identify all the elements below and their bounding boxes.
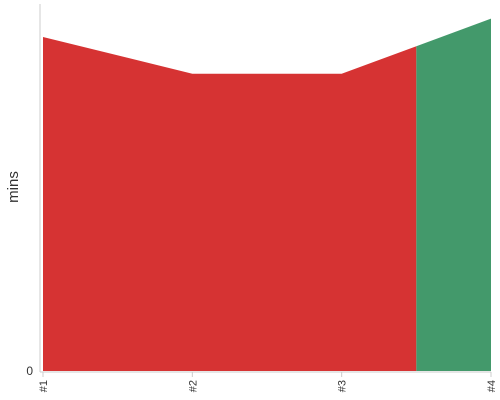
x-tick-label: #4 [486, 380, 498, 392]
y-axis-label: mins [5, 171, 22, 203]
area-series-2 [416, 18, 491, 372]
x-tick-label: #1 [38, 380, 50, 392]
x-tick-group: #1 #2 #3 #4 [38, 372, 498, 392]
x-tick-label: #2 [187, 380, 199, 392]
area-series-1 [43, 37, 417, 371]
y-tick-label: 0 [26, 364, 33, 378]
x-tick-label: #3 [337, 380, 349, 392]
area-series-group [43, 18, 491, 372]
